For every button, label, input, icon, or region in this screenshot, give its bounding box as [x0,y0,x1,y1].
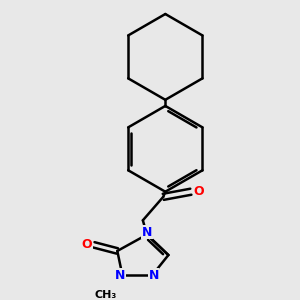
Text: O: O [82,238,92,251]
Text: N: N [148,269,159,282]
Text: N: N [142,226,152,239]
Text: N: N [115,269,125,282]
Text: O: O [193,185,204,198]
Text: CH₃: CH₃ [95,290,117,300]
